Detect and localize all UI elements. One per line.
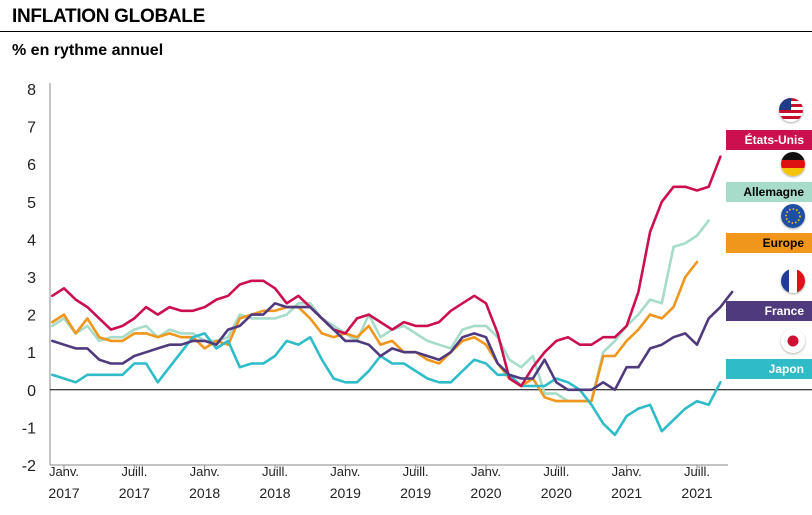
legend-germany: Allemagne: [726, 182, 812, 202]
x-tick-year: 2021: [611, 485, 642, 501]
y-tick-label: -1: [22, 420, 36, 437]
series-line-tatsunis: [50, 155, 722, 388]
x-tick-year: 2021: [681, 485, 712, 501]
y-tick-label: 7: [27, 120, 36, 137]
x-tick-month: Janv.: [330, 464, 360, 479]
series-line-france: [50, 290, 734, 392]
legend-europe: Europe: [726, 233, 812, 253]
chart-subtitle: % en rythme annuel: [12, 42, 164, 59]
x-tick-month: Juill.: [262, 464, 288, 479]
x-tick-year: 2020: [470, 485, 501, 501]
x-tick-year: 2018: [189, 485, 220, 501]
x-tick-year: 2019: [330, 485, 361, 501]
usa-flag-icon: [779, 98, 803, 122]
legend-usa: États-Unis: [726, 130, 812, 150]
x-tick-month: Janv.: [190, 464, 220, 479]
y-tick-label: 6: [27, 157, 36, 174]
japan-flag-icon: [781, 329, 805, 353]
legend-japan: Japon: [726, 359, 812, 379]
y-tick-label: 3: [27, 270, 36, 287]
x-tick-year: 2017: [48, 485, 79, 501]
title-rule: [0, 31, 812, 32]
x-tick-month: Juill.: [684, 464, 710, 479]
x-tick-year: 2019: [400, 485, 431, 501]
y-tick-label: 4: [27, 232, 36, 249]
y-tick-label: 5: [27, 195, 36, 212]
y-tick-label: 2: [27, 308, 36, 325]
series-line-japon: [50, 332, 722, 437]
legend-france: France: [726, 301, 812, 321]
series-lines: [50, 155, 734, 437]
eu-flag-icon: [781, 204, 805, 228]
y-axis: 8 7 6 5 4 3 2 1 0 -1 -2: [22, 82, 812, 475]
y-tick-label: 8: [27, 82, 36, 99]
x-tick-month: Juill.: [403, 464, 429, 479]
germany-flag-icon: [781, 152, 805, 176]
y-tick-label: -2: [22, 458, 36, 475]
x-tick-month: Janv.: [471, 464, 501, 479]
chart-title: INFLATION GLOBALE: [12, 6, 205, 27]
x-tick-year: 2018: [259, 485, 290, 501]
x-tick-year: 2017: [119, 485, 150, 501]
x-tick-year: 2020: [541, 485, 572, 501]
x-tick-month: Janv.: [49, 464, 79, 479]
x-tick-month: Janv.: [612, 464, 642, 479]
series-line-europe: [50, 260, 699, 403]
france-flag-icon: [781, 269, 805, 293]
x-axis: Janv. 2017 Juill. 2017 Janv. 2018 Juill. 2018 Ja…: [48, 464, 728, 501]
x-tick-month: Juill.: [121, 464, 147, 479]
y-tick-label: 1: [27, 345, 36, 362]
y-tick-label: 0: [27, 383, 36, 400]
x-tick-month: Juill.: [543, 464, 569, 479]
